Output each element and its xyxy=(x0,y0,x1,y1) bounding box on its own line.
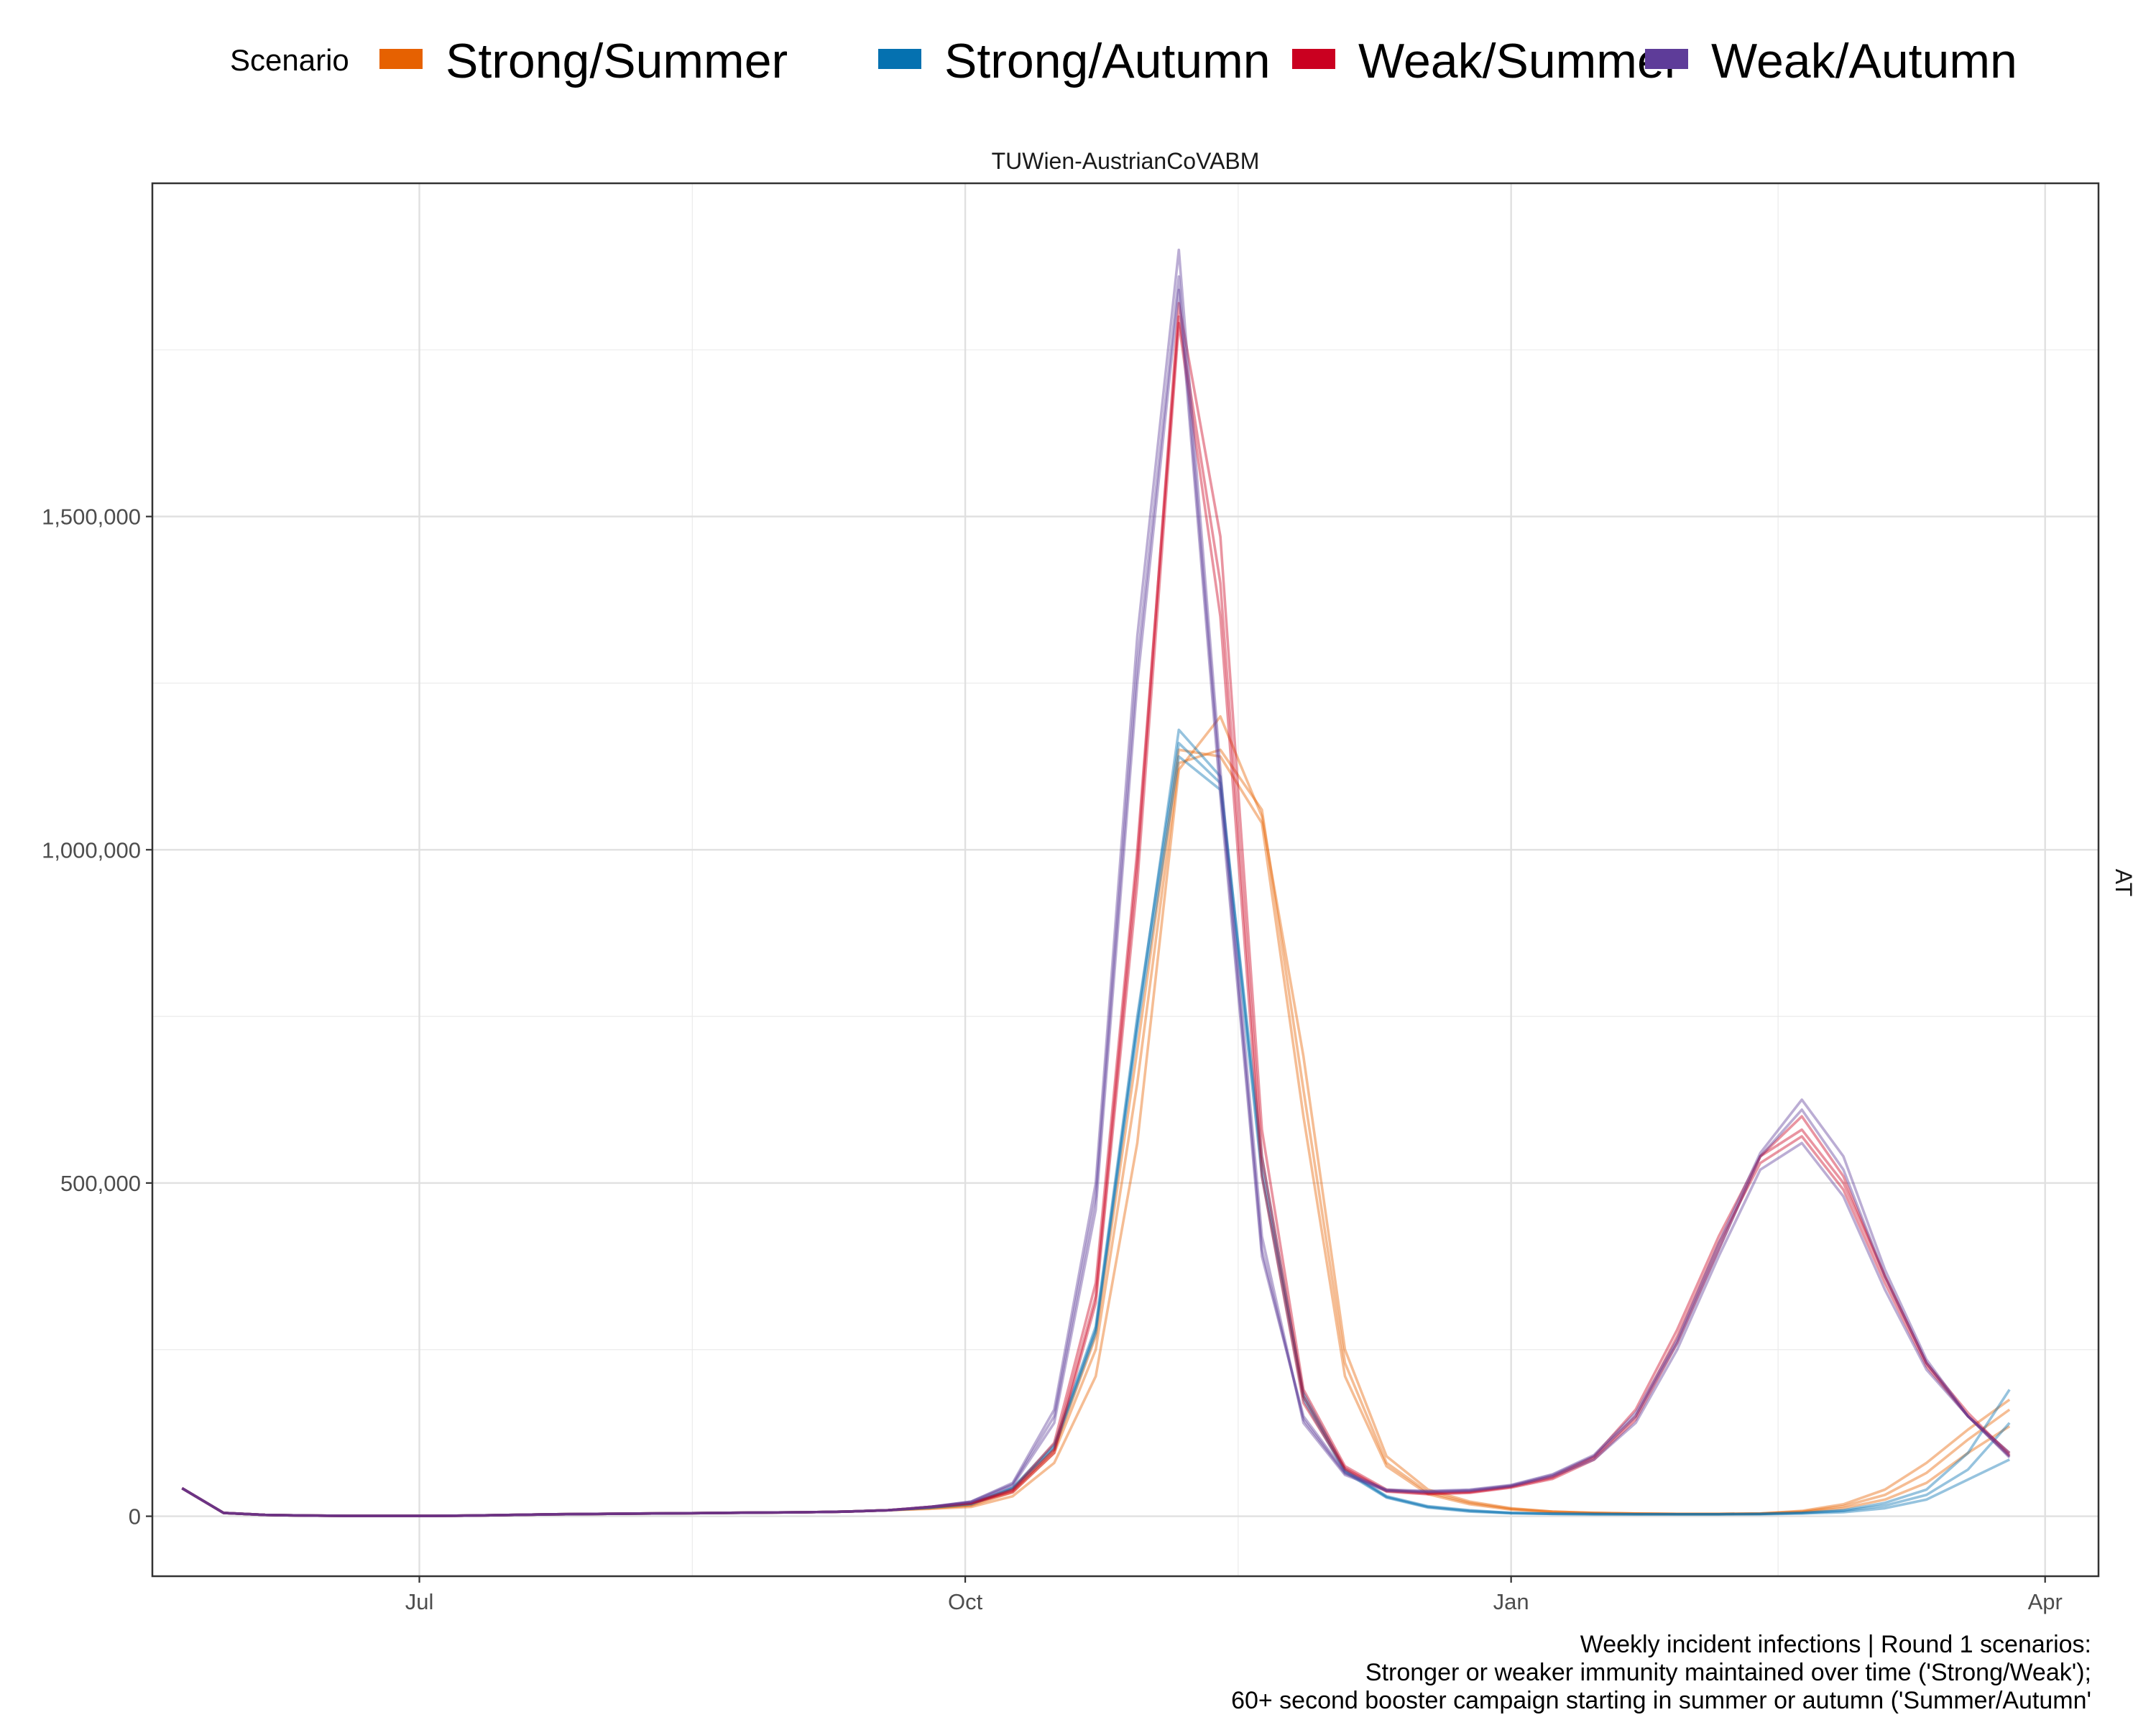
series-run-line xyxy=(181,714,2011,1517)
series-run-line xyxy=(181,248,2011,1517)
series-weak-autumn xyxy=(181,248,2011,1517)
facet-strip-top: TUWien-AustrianCoVABM xyxy=(992,148,1260,174)
series-run-line xyxy=(181,748,2011,1517)
y-tick-label: 0 xyxy=(129,1504,141,1530)
series-run-line xyxy=(181,288,2011,1517)
legend-label: Strong/Autumn xyxy=(944,34,1271,88)
series-weak-summer xyxy=(181,302,2011,1517)
legend-key-swatch xyxy=(878,49,921,69)
series-run-line xyxy=(181,321,2011,1517)
y-tick-label: 1,500,000 xyxy=(42,505,141,530)
series-run-line xyxy=(181,315,2011,1517)
facet-label-right: AT xyxy=(2111,869,2137,897)
legend-key-swatch xyxy=(379,49,423,69)
legend-item: Strong/Summer xyxy=(379,34,788,88)
y-tick-label: 500,000 xyxy=(60,1171,141,1196)
legend-item: Weak/Summer xyxy=(1292,34,1680,88)
series-strong-summer xyxy=(181,714,2011,1517)
caption-line-3: 60+ second booster campaign starting in … xyxy=(1231,1687,2091,1714)
caption: Weekly incident infections | Round 1 sce… xyxy=(1231,1631,2091,1714)
series-run-line xyxy=(181,728,2011,1517)
x-tick-label: Jan xyxy=(1493,1589,1529,1614)
plot-panel xyxy=(151,182,2100,1578)
legend-title: Scenario xyxy=(230,43,349,77)
series-run-line xyxy=(181,742,2011,1517)
series-strong-autumn xyxy=(181,728,2011,1517)
y-tick-label: 1,000,000 xyxy=(42,837,141,862)
series-run-line xyxy=(181,275,2011,1517)
legend-key-swatch xyxy=(1292,49,1335,69)
x-tick-label: Oct xyxy=(948,1589,983,1614)
legend-label: Weak/Summer xyxy=(1358,34,1680,88)
facet-strip-right: AT xyxy=(2111,869,2137,897)
x-tick-label: Jul xyxy=(405,1589,434,1614)
legend-key-swatch xyxy=(1645,49,1688,69)
legend-label: Weak/Autumn xyxy=(1711,34,2017,88)
legend: Scenario Strong/Summer Strong/Autumn Weak/… xyxy=(230,34,2017,88)
legend-item: Strong/Autumn xyxy=(878,34,1271,88)
x-axis: Jul Oct Jan Apr xyxy=(405,1576,2063,1614)
facet-title: TUWien-AustrianCoVABM xyxy=(992,148,1260,174)
x-tick-label: Apr xyxy=(2028,1589,2063,1614)
legend-label: Strong/Summer xyxy=(446,34,788,88)
y-axis: 0 500,000 1,000,000 1,500,000 xyxy=(42,505,152,1530)
caption-line-1: Weekly incident infections | Round 1 sce… xyxy=(1580,1631,2091,1658)
series-run-line xyxy=(181,748,2011,1517)
caption-line-2: Stronger or weaker immunity maintained o… xyxy=(1365,1659,2091,1686)
series-run-line xyxy=(181,302,2011,1517)
series-run-line xyxy=(181,755,2010,1517)
legend-item: Weak/Autumn xyxy=(1645,34,2017,88)
